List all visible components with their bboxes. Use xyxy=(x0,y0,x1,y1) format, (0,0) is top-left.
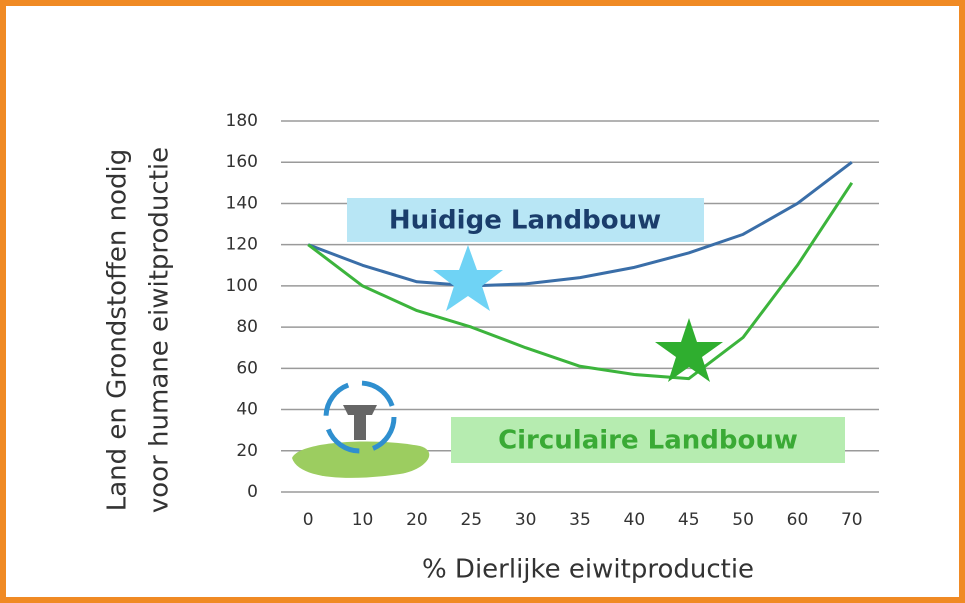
y-tick-label: 0 xyxy=(247,482,258,502)
x-tick-label: 35 xyxy=(569,510,591,530)
x-tick-label: 70 xyxy=(841,510,863,530)
x-tick-label: 10 xyxy=(352,510,374,530)
y-tick-label: 100 xyxy=(226,276,258,296)
y-tick-label: 40 xyxy=(236,400,258,420)
y-tick-label: 80 xyxy=(236,317,258,337)
chart: Land en Grondstoffen nodig voor humane e… xyxy=(0,0,965,603)
x-tick-label: 60 xyxy=(787,510,809,530)
page: Land en Grondstoffen nodig voor humane e… xyxy=(0,0,965,603)
annotation: Huidige Landbouw xyxy=(389,206,661,236)
x-axis-title: % Dierlijke eiwitproductie xyxy=(422,555,754,585)
x-tick-label: 30 xyxy=(515,510,537,530)
y-label-line: Land en Grondstoffen nodig xyxy=(103,149,133,511)
y-tick-label: 120 xyxy=(226,235,258,255)
x-tick-label: 45 xyxy=(678,510,700,530)
x-tick-label: 40 xyxy=(624,510,646,530)
y-tick-label: 20 xyxy=(236,441,258,461)
y-tick-label: 160 xyxy=(226,152,258,172)
x-tick-label: 0 xyxy=(303,510,314,530)
y-label-line: voor humane eiwitproductie xyxy=(145,147,175,513)
y-tick-label: 60 xyxy=(236,358,258,378)
x-tick-label: 20 xyxy=(406,510,428,530)
x-tick-label: 25 xyxy=(460,510,482,530)
y-tick-label: 180 xyxy=(226,111,258,131)
annotation: Circulaire Landbouw xyxy=(498,426,798,456)
y-tick-label: 140 xyxy=(226,193,258,213)
x-tick-label: 50 xyxy=(732,510,754,530)
